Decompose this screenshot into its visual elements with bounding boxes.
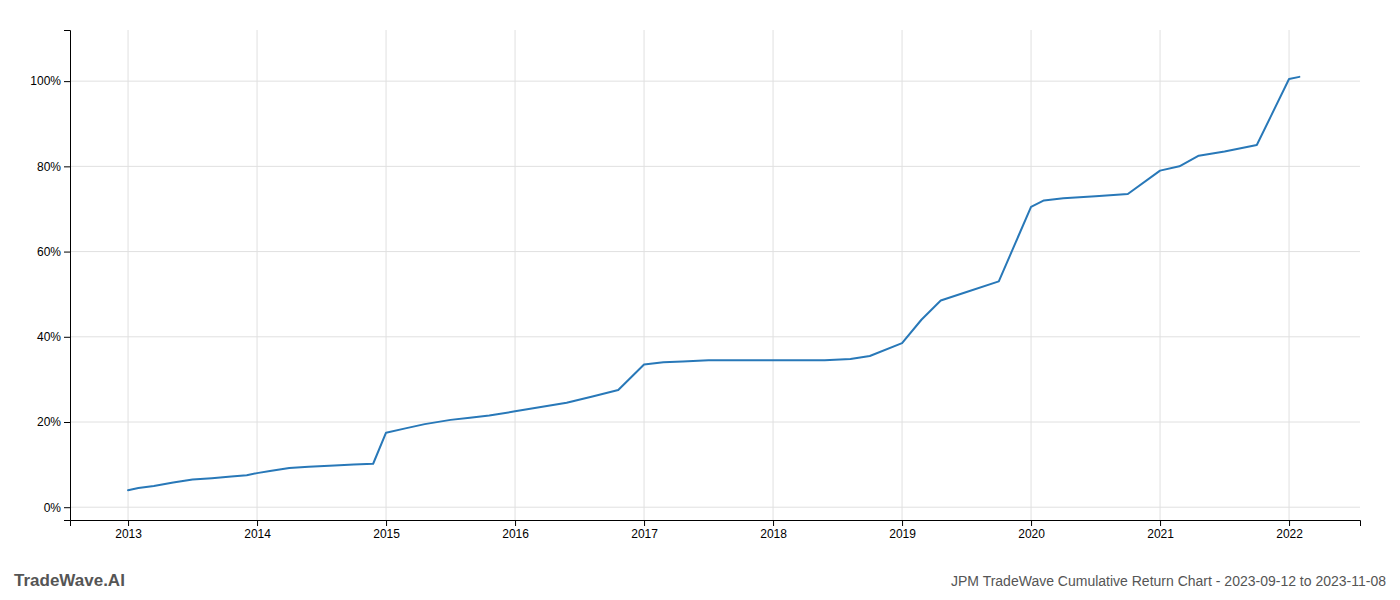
y-axis: 0% 20% 40% 60% 80% 100%: [30, 31, 70, 521]
tick: 2015: [373, 520, 400, 541]
tick-label: 2014: [244, 527, 271, 541]
tick-label: 40%: [37, 330, 61, 344]
tick: 2017: [631, 520, 658, 541]
tick-label: 60%: [37, 245, 61, 259]
grid-line: [644, 30, 645, 520]
chart: 2013 2014 2015 2016 2017 2018 2019 2020 2021 2022…: [0, 0, 1400, 600]
tick-mark: [64, 252, 70, 253]
tick-mark: [64, 337, 70, 338]
tick-mark: [64, 507, 70, 508]
tick-mark: [902, 520, 903, 526]
tick-label: 2019: [889, 527, 916, 541]
tick: 2016: [502, 520, 529, 541]
grid-line: [128, 30, 129, 520]
tick-mark: [1289, 520, 1290, 526]
tick-label: 2020: [1018, 527, 1045, 541]
tick-label: 2017: [631, 527, 658, 541]
tick: 2014: [244, 520, 271, 541]
tick-label: 20%: [37, 415, 61, 429]
tick-label: 100%: [30, 74, 61, 88]
marks: [128, 77, 1299, 490]
x-axis: 2013 2014 2015 2016 2017 2018 2019 2020 2021 2022: [71, 520, 1361, 541]
tick: 80%: [37, 160, 70, 174]
tick-mark: [515, 520, 516, 526]
tick: 2021: [1147, 520, 1174, 541]
grid-line: [1160, 30, 1161, 520]
tick: 20%: [37, 415, 70, 429]
grid-line: [773, 30, 774, 520]
title: JPM TradeWave Cumulative Return Chart - …: [951, 573, 1386, 589]
tick-label: 2016: [502, 527, 529, 541]
tick-label: 80%: [37, 160, 61, 174]
plot-area: 2013 2014 2015 2016 2017 2018 2019 2020 2021 2022…: [30, 30, 1360, 541]
grid-line: [70, 251, 1360, 252]
tick-mark: [64, 166, 70, 167]
tick-mark: [128, 520, 129, 526]
grid-line: [257, 30, 258, 520]
tick-label: 2021: [1147, 527, 1174, 541]
tick: 60%: [37, 245, 70, 259]
tick-mark: [386, 520, 387, 526]
line: [128, 77, 1299, 490]
tick-mark: [64, 422, 70, 423]
tick: 2018: [760, 520, 787, 541]
tick-mark: [644, 520, 645, 526]
grid-line: [902, 30, 903, 520]
grid-line: [70, 166, 1360, 167]
axis-line: [71, 521, 1361, 527]
tick: 2022: [1276, 520, 1303, 541]
grid-line: [70, 81, 1360, 82]
tick: 0%: [44, 501, 70, 515]
tick: 2013: [115, 520, 142, 541]
tick-mark: [1031, 520, 1032, 526]
tick-label: 2015: [373, 527, 400, 541]
tick-label: 2013: [115, 527, 142, 541]
grid-line: [515, 30, 516, 520]
grid-line: [386, 30, 387, 520]
grid: [70, 30, 1360, 520]
tick-mark: [773, 520, 774, 526]
grid-line: [1289, 30, 1290, 520]
tick: 2019: [889, 520, 916, 541]
tick: 40%: [37, 330, 70, 344]
tick: 2020: [1018, 520, 1045, 541]
tick-label: 0%: [44, 501, 62, 515]
tick: 100%: [30, 74, 70, 88]
grid-line: [70, 507, 1360, 508]
grid-line: [70, 422, 1360, 423]
axis-line: [64, 31, 71, 521]
tick-mark: [257, 520, 258, 526]
annotation: TradeWave.AI: [14, 571, 125, 590]
tick-mark: [64, 81, 70, 82]
grid-line: [70, 336, 1360, 337]
tick-mark: [1160, 520, 1161, 526]
grid-line: [1031, 30, 1032, 520]
tick-label: 2018: [760, 527, 787, 541]
tick-label: 2022: [1276, 527, 1303, 541]
